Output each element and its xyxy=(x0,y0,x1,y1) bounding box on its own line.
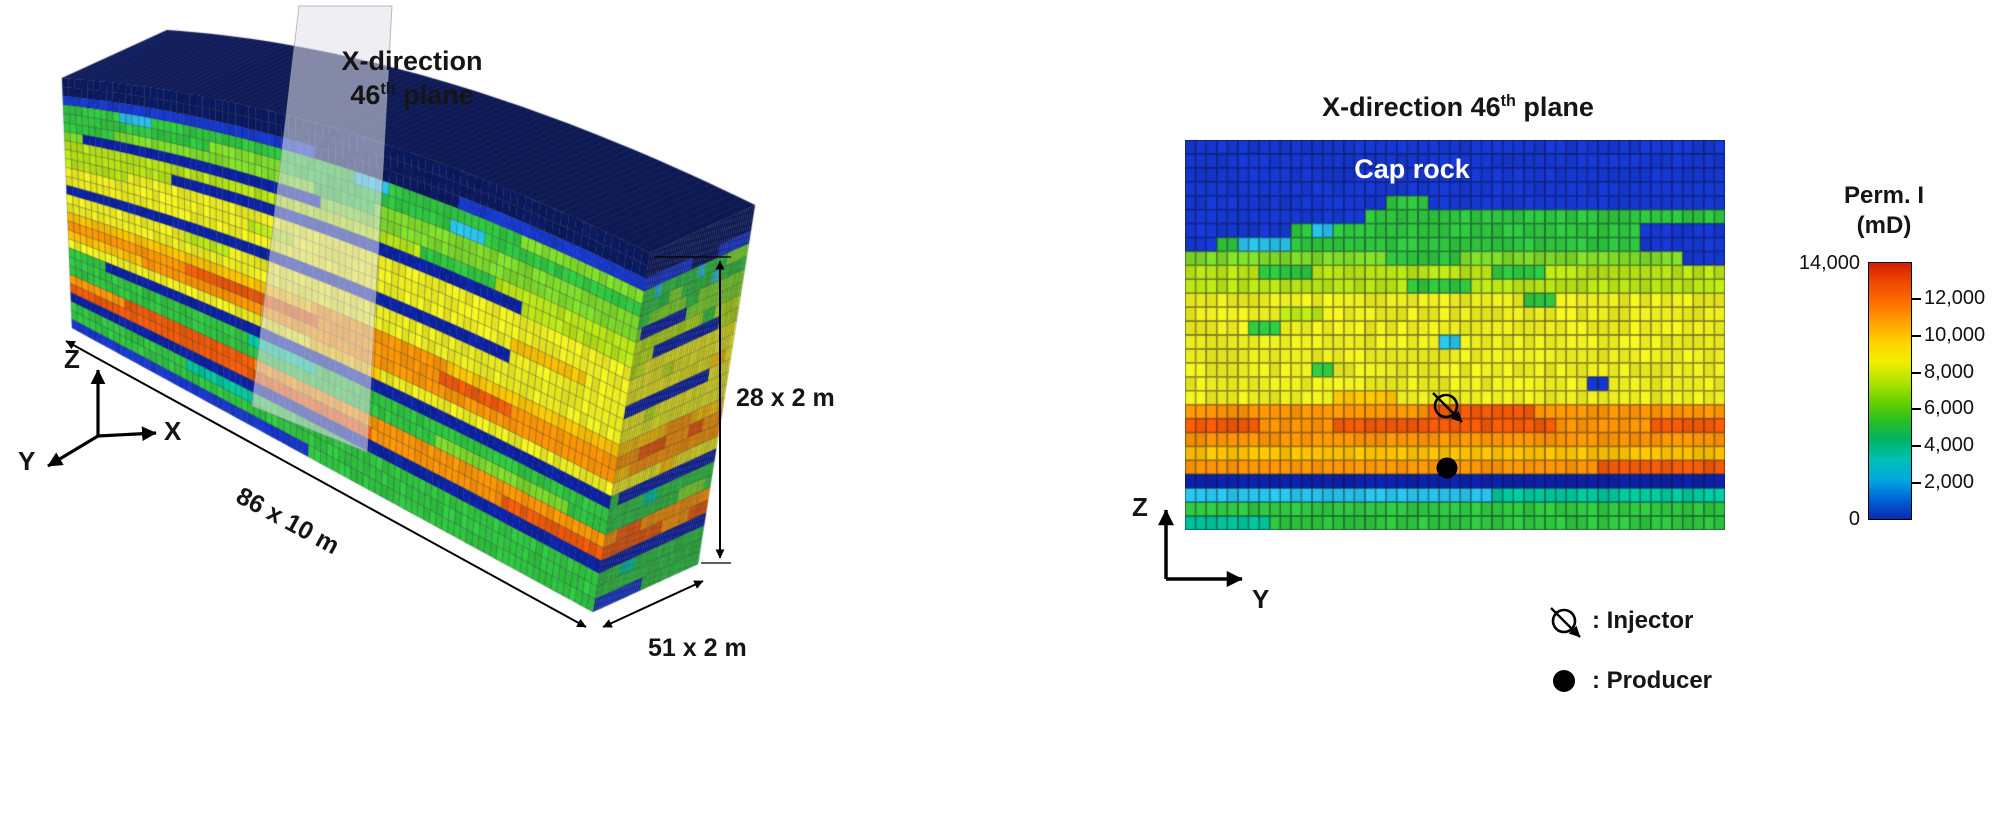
plane-callout-sup: th xyxy=(380,80,396,98)
cross-section-heatmap xyxy=(1185,140,1725,530)
colorbar-tick-mark xyxy=(1912,445,1921,448)
colorbar-tick-mark xyxy=(1912,371,1921,374)
colorbar-gradient xyxy=(1868,262,1912,520)
plane-callout-label: X-direction 46th plane xyxy=(341,44,482,112)
cross-section-title-sup: th xyxy=(1500,92,1516,110)
plane-callout-rest: plane xyxy=(395,80,474,110)
plane-callout-number: 46 xyxy=(350,80,381,110)
colorbar-tick-mark xyxy=(1912,482,1921,485)
cross-section-title: X-direction 46th plane xyxy=(1322,92,1594,123)
colorbar-max-label: 14,000 xyxy=(1798,252,1860,274)
left-y-axis-label: Y xyxy=(18,446,36,476)
legend-injector-circle xyxy=(1551,608,1577,634)
legend-injector-label: : Injector xyxy=(1592,607,1694,634)
colorbar-title-line1: Perm. I xyxy=(1843,182,1925,209)
dim-height-label: 28 x 2 m xyxy=(736,384,835,412)
left-z-axis-label: Z xyxy=(64,344,80,374)
colorbar-tick-label: 10,000 xyxy=(1924,323,1986,346)
colorbar-tick-label: 4,000 xyxy=(1924,434,1975,457)
colorbar-tick-mark xyxy=(1912,297,1921,300)
legend-injector-arrow xyxy=(1550,607,1581,638)
colorbar-tick-label: 12,000 xyxy=(1924,286,1986,309)
colorbar-tick-mark xyxy=(1912,408,1921,411)
cap-rock-label: Cap rock xyxy=(1354,154,1470,184)
colorbar-min-label: 0 xyxy=(1848,508,1860,530)
legend-injector-icon xyxy=(1550,607,1581,638)
right-y-axis-label: Y xyxy=(1252,584,1270,614)
colorbar-tick-label: 8,000 xyxy=(1924,360,1975,383)
colorbar-tick-label: 6,000 xyxy=(1924,397,1975,420)
colorbar-tick-mark xyxy=(1912,334,1921,337)
legend-producer-icon xyxy=(1553,670,1575,692)
legend-producer-label: : Producer xyxy=(1592,667,1713,694)
colorbar-tick-label: 2,000 xyxy=(1924,471,1975,494)
colorbar-title-line2: (mD) xyxy=(1856,212,1912,239)
right-z-axis-label: Z xyxy=(1132,492,1148,522)
dim-depth-label: 51 x 2 m xyxy=(648,634,747,662)
left-x-axis-label: X xyxy=(164,416,182,446)
plane-callout-line1: X-direction xyxy=(341,46,483,76)
plane-callout-line2: 46th plane xyxy=(341,78,482,112)
cross-section-title-prefix: X-direction 46 xyxy=(1322,92,1501,122)
cross-section-title-rest: plane xyxy=(1515,92,1594,122)
